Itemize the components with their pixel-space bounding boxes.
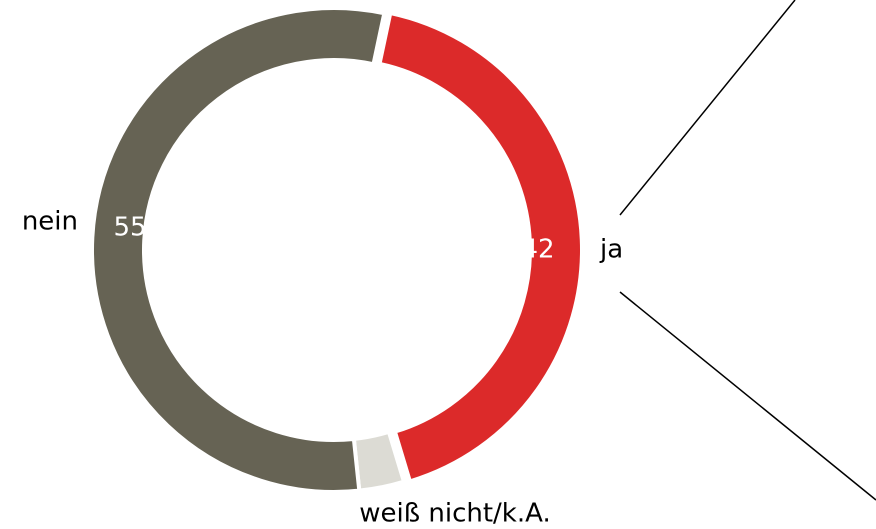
value-label: 42 xyxy=(521,235,554,265)
category-label: nein xyxy=(22,207,78,237)
donut-segment xyxy=(377,10,584,484)
connector-line xyxy=(619,291,876,501)
value-label: 55 xyxy=(113,213,146,243)
category-label: weiß nicht/k.A. xyxy=(359,499,550,529)
donut-segment xyxy=(90,6,387,494)
connector-line xyxy=(619,0,796,216)
category-label: ja xyxy=(599,235,623,265)
